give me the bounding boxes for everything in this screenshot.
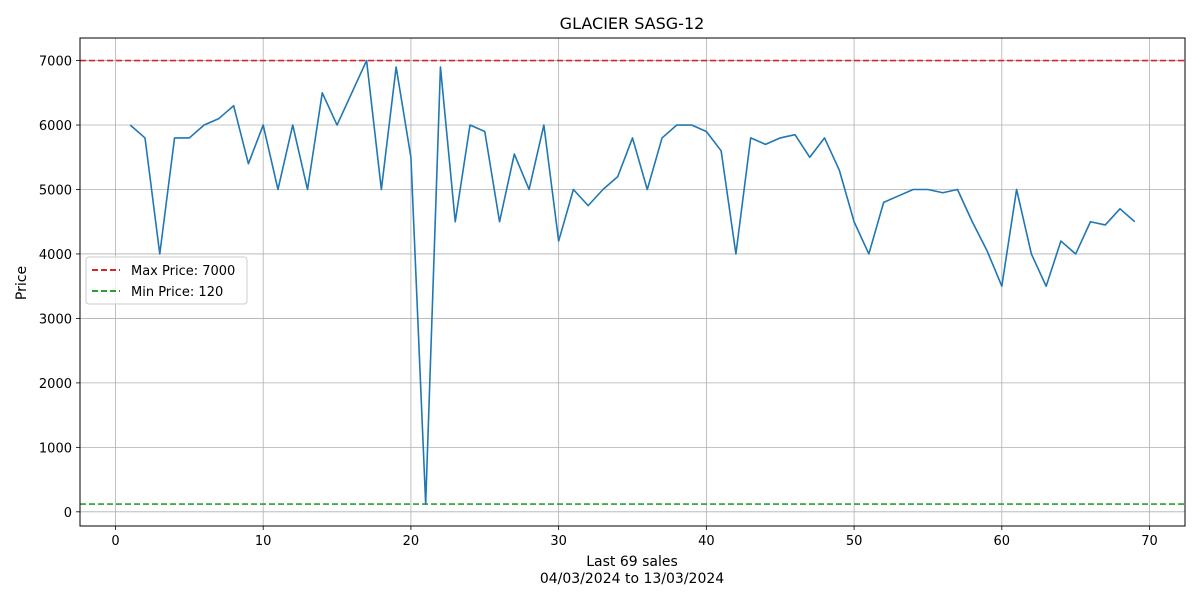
y-tick-label: 0 xyxy=(64,506,72,521)
legend: Max Price: 7000 Min Price: 120 xyxy=(85,256,248,305)
y-tick-label: 1000 xyxy=(39,441,72,456)
price-series-line xyxy=(129,59,1136,505)
y-tick-label: 2000 xyxy=(39,377,72,392)
plot-frame xyxy=(79,37,1186,527)
series-layer xyxy=(129,59,1136,505)
x-tick-label: 70 xyxy=(1141,534,1158,549)
reference-lines xyxy=(80,59,1185,505)
x-tick-label: 10 xyxy=(255,534,272,549)
y-tick-label: 7000 xyxy=(39,55,72,70)
y-tick-label: 6000 xyxy=(39,119,72,134)
x-tick-label: 40 xyxy=(698,534,715,549)
x-tick-label: 50 xyxy=(846,534,863,549)
legend-box xyxy=(85,256,248,305)
y-tick-label: 3000 xyxy=(39,312,72,327)
legend-label-max: Max Price: 7000 xyxy=(131,264,235,279)
x-tick-label: 30 xyxy=(550,534,567,549)
x-tick-label: 60 xyxy=(994,534,1011,549)
x-tick-label: 20 xyxy=(403,534,420,549)
grid xyxy=(80,38,1185,526)
x-axis-label: Last 69 sales xyxy=(586,554,678,570)
y-tick-label: 5000 xyxy=(39,183,72,198)
ticks: 0 10 20 30 40 50 60 70 0 1000 2000 3000 4000 5000 6000… xyxy=(39,55,1158,549)
y-tick-label: 4000 xyxy=(39,248,72,263)
legend-label-min: Min Price: 120 xyxy=(131,285,223,300)
chart-title: GLACIER SASG-12 xyxy=(560,14,705,33)
y-axis-label: Price xyxy=(14,266,30,300)
x-axis-date-range: 04/03/2024 to 13/03/2024 xyxy=(540,571,724,587)
x-tick-label: 0 xyxy=(111,534,119,549)
